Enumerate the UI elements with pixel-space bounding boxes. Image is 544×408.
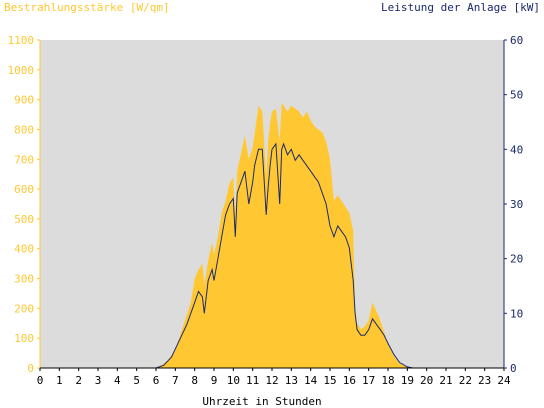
axes-layer: 0100200300400500600700800900100011000102…: [8, 34, 524, 387]
left-tick-label: 0: [27, 362, 34, 375]
x-tick-label: 24: [497, 374, 511, 387]
x-tick-label: 10: [227, 374, 240, 387]
x-tick-label: 17: [362, 374, 375, 387]
x-tick-label: 23: [478, 374, 491, 387]
x-tick-label: 9: [211, 374, 218, 387]
right-tick-label: 40: [510, 143, 523, 156]
left-tick-label: 900: [14, 94, 34, 107]
x-tick-label: 8: [191, 374, 198, 387]
x-tick-label: 3: [95, 374, 102, 387]
right-tick-label: 60: [510, 34, 523, 47]
left-tick-label: 100: [14, 332, 34, 345]
x-tick-label: 1: [56, 374, 63, 387]
x-tick-label: 15: [323, 374, 336, 387]
irradiance-area-layer: [40, 102, 504, 368]
right-tick-label: 50: [510, 89, 523, 102]
right-tick-label: 20: [510, 253, 523, 266]
x-tick-label: 7: [172, 374, 179, 387]
left-tick-label: 500: [14, 213, 34, 226]
left-tick-label: 300: [14, 273, 34, 286]
x-tick-label: 13: [285, 374, 298, 387]
left-tick-label: 1100: [8, 34, 35, 47]
x-tick-label: 21: [439, 374, 452, 387]
x-tick-label: 22: [459, 374, 472, 387]
power-line: [40, 142, 504, 369]
left-tick-label: 700: [14, 153, 34, 166]
power-line-layer: [40, 142, 504, 369]
x-tick-label: 20: [420, 374, 433, 387]
x-tick-label: 4: [114, 374, 121, 387]
x-tick-label: 2: [75, 374, 82, 387]
irradiance-area: [40, 102, 504, 368]
x-tick-label: 11: [246, 374, 259, 387]
right-tick-label: 10: [510, 307, 523, 320]
x-tick-label: 19: [401, 374, 414, 387]
x-axis-title: Uhrzeit in Stunden: [202, 395, 321, 408]
right-axis-title: Leistung der Anlage [kW]: [381, 1, 540, 14]
left-tick-label: 800: [14, 123, 34, 136]
left-axis-title: Bestrahlungsstärke [W/qm]: [4, 1, 170, 14]
x-tick-label: 14: [304, 374, 318, 387]
right-tick-label: 0: [510, 362, 517, 375]
left-tick-label: 600: [14, 183, 34, 196]
x-tick-label: 5: [133, 374, 140, 387]
right-tick-label: 30: [510, 198, 523, 211]
left-tick-label: 1000: [8, 64, 35, 77]
x-tick-label: 18: [381, 374, 394, 387]
x-tick-label: 6: [153, 374, 160, 387]
left-tick-label: 400: [14, 243, 34, 256]
left-tick-label: 200: [14, 302, 34, 315]
x-tick-label: 16: [343, 374, 356, 387]
x-tick-label: 12: [265, 374, 278, 387]
x-tick-label: 0: [37, 374, 44, 387]
